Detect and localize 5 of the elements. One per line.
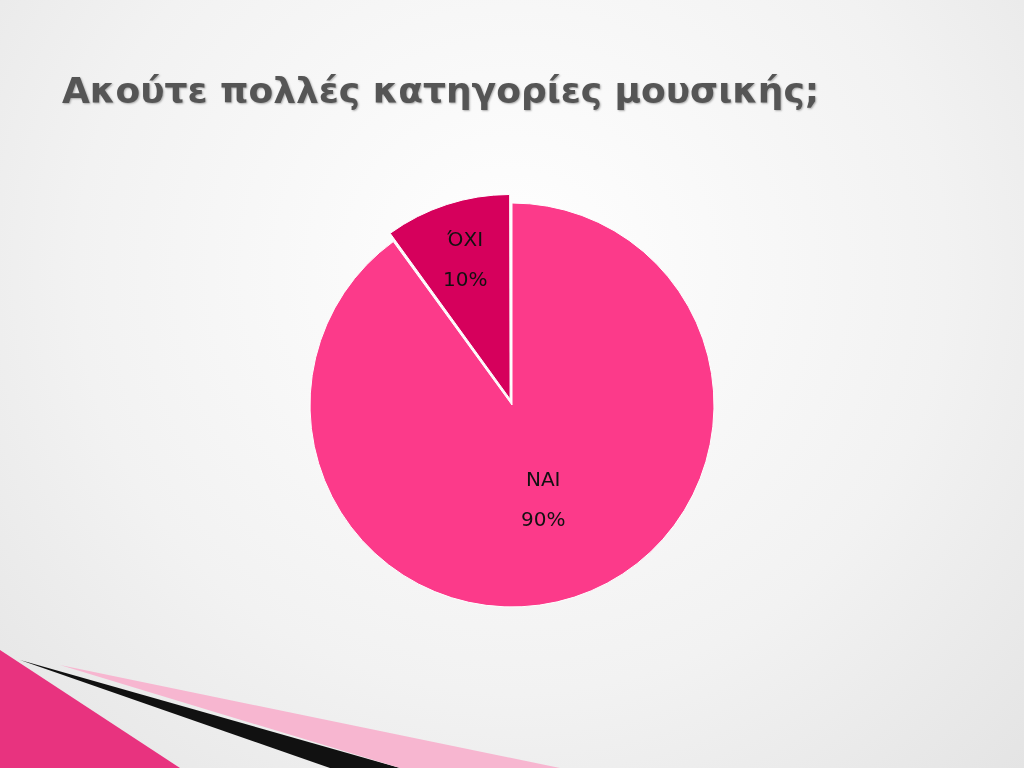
data-label: 10% <box>442 267 488 292</box>
slice-label: ΌΧΙ <box>446 227 484 252</box>
slice-label: ΝΑΙ <box>525 467 561 492</box>
data-label: 90% <box>520 507 566 532</box>
chart-title: Ακούτε πολλές κατηγορίες μουσικής; <box>62 70 820 111</box>
